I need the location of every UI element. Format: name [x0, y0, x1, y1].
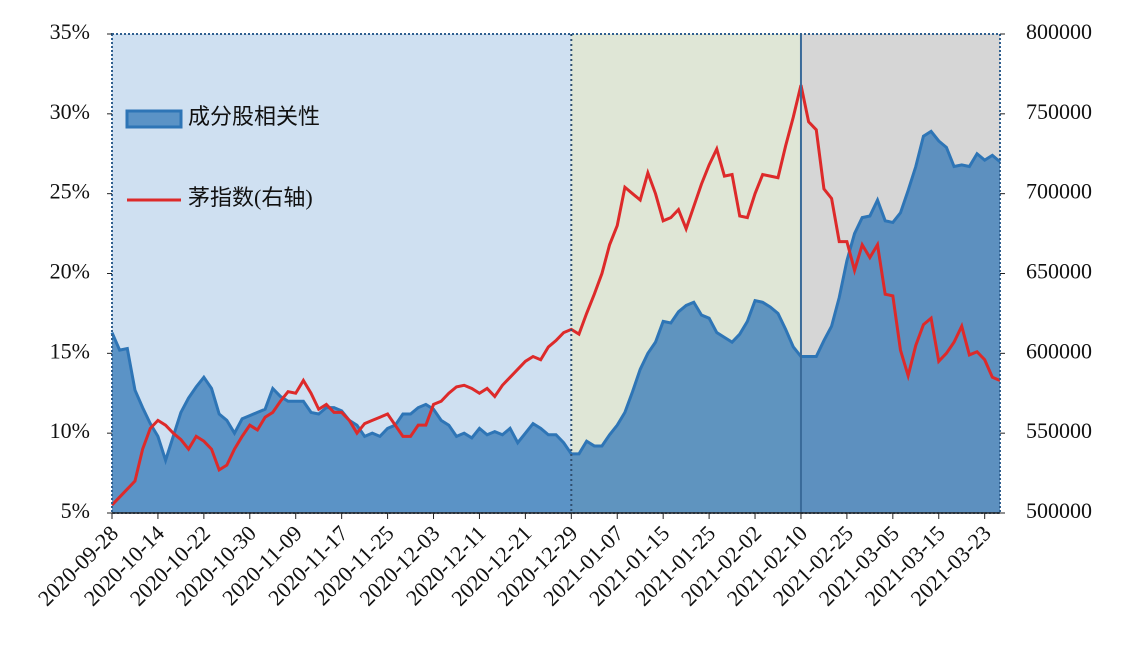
plot-frame [111, 33, 1001, 514]
y-tick-label: 35% [50, 19, 90, 44]
line [110, 84, 1001, 507]
y2-tick-label: 800000 [1026, 19, 1092, 44]
y-tick-label: 25% [50, 179, 90, 204]
y2-tick-label: 600000 [1026, 338, 1092, 363]
y-tick-label: 20% [50, 259, 90, 284]
legend-label: 茅指数(右轴) [188, 185, 313, 210]
y2-tick-label: 500000 [1026, 498, 1092, 523]
y-tick-label: 10% [50, 418, 90, 443]
y-tick-label: 15% [50, 338, 90, 363]
y-tick-label: 30% [50, 99, 90, 124]
area-edge [110, 129, 1001, 466]
y2-tick-label: 700000 [1026, 179, 1092, 204]
y2-tick-label: 650000 [1026, 259, 1092, 284]
area [112, 131, 1000, 513]
y-tick-label: 5% [61, 498, 90, 523]
legend-swatch [125, 109, 183, 129]
legend-label: 成分股相关性 [188, 104, 320, 129]
y2-tick-label: 550000 [1026, 418, 1092, 443]
y2-tick-label: 750000 [1026, 99, 1092, 124]
